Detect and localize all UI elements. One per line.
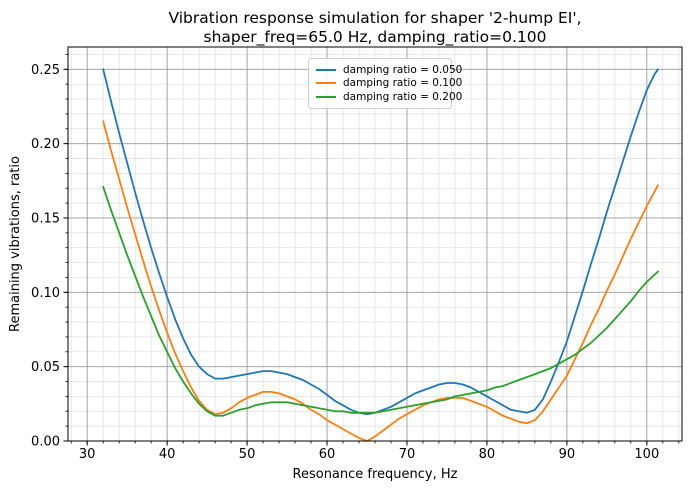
legend-label: damping ratio = 0.050 bbox=[343, 63, 463, 76]
x-axis-label: Resonance frequency, Hz bbox=[292, 467, 458, 482]
legend-line-swatch bbox=[316, 68, 336, 71]
x-tick-label: 80 bbox=[479, 447, 496, 462]
x-tick-label: 40 bbox=[159, 447, 176, 462]
legend-line-swatch bbox=[316, 82, 336, 85]
y-tick-label: 0.25 bbox=[31, 63, 60, 78]
x-tick-label: 50 bbox=[239, 447, 256, 462]
y-tick-label: 0.20 bbox=[31, 137, 60, 152]
series-line-2 bbox=[102, 185, 659, 417]
legend-item: damping ratio = 0.050 bbox=[313, 63, 462, 77]
y-tick-label: 0.05 bbox=[31, 360, 60, 375]
y-tick-label: 0.10 bbox=[31, 286, 60, 301]
y-axis-label: Remaining vibrations, ratio bbox=[8, 156, 23, 332]
x-tick-label: 30 bbox=[79, 447, 96, 462]
legend-line-swatch bbox=[316, 95, 336, 98]
legend-label: damping ratio = 0.100 bbox=[343, 77, 463, 90]
x-tick-label: 60 bbox=[319, 447, 336, 462]
legend: damping ratio = 0.050 damping ratio = 0.… bbox=[308, 58, 462, 109]
series-line-0 bbox=[102, 68, 659, 416]
x-tick-label: 90 bbox=[559, 447, 576, 462]
y-tick-label: 0.00 bbox=[31, 435, 60, 450]
x-tick-label: 70 bbox=[399, 447, 416, 462]
x-tick-label: 100 bbox=[634, 447, 659, 462]
legend-label: damping ratio = 0.200 bbox=[343, 90, 463, 103]
y-tick-label: 0.15 bbox=[31, 211, 60, 226]
chart-title: Vibration response simulation for shaper… bbox=[168, 9, 582, 46]
legend-item: damping ratio = 0.100 bbox=[313, 77, 462, 91]
legend-item: damping ratio = 0.200 bbox=[313, 90, 462, 104]
series-line-1 bbox=[102, 120, 659, 442]
